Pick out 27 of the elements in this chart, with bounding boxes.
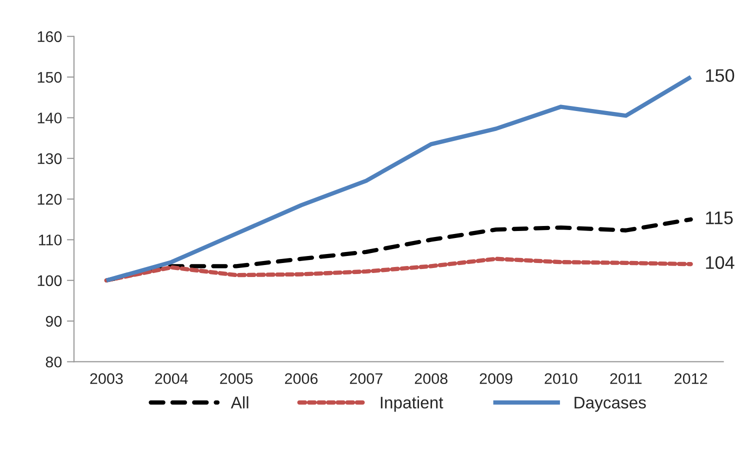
x-tick-label: 2006: [285, 373, 318, 384]
x-tick-label: 2004: [155, 373, 188, 384]
x-tick-label: 2010: [544, 373, 578, 384]
y-tick-label: 120: [38, 194, 62, 205]
y-tick-label: 140: [38, 112, 62, 124]
legend-label: All: [230, 396, 248, 408]
legend-label: Inpatient: [380, 396, 444, 412]
x-tick-label: 2009: [480, 373, 512, 384]
data-label: 115: [706, 212, 733, 224]
x-tick-label: 2011: [610, 373, 642, 384]
y-tick-label: 110: [38, 234, 62, 246]
y-tick-label: 150: [38, 72, 62, 83]
y-tick-label: 80: [46, 356, 62, 368]
x-tick-label: 2005: [220, 373, 253, 384]
line-series: [104, 74, 693, 282]
y-tick-label: 130: [38, 153, 62, 164]
x-tick-label: 2007: [350, 373, 382, 384]
x-tick-label: 2003: [90, 373, 123, 384]
y-tick-label: 90: [46, 316, 62, 327]
y-tick-label: 100: [38, 275, 62, 286]
x-tick-label: 2008: [414, 373, 448, 384]
line-series: [104, 256, 693, 282]
y-tick-label: 160: [38, 31, 62, 42]
data-label: 104: [706, 256, 734, 269]
legend-label: Daycases: [574, 396, 646, 412]
data-label: 150: [706, 69, 734, 82]
x-tick-label: 2012: [674, 373, 708, 384]
